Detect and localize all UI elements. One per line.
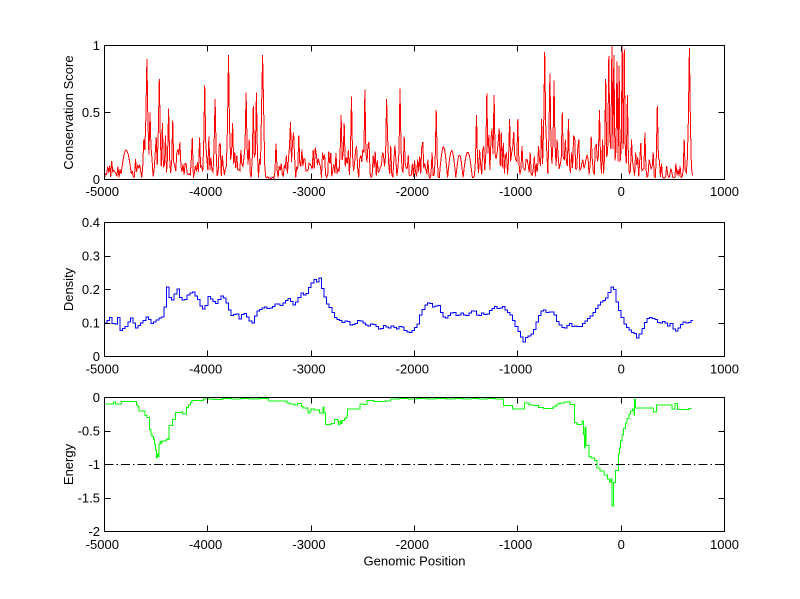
svg-text:-5000: -5000 [86,537,119,552]
svg-text:-1: -1 [88,457,100,472]
svg-text:-2: -2 [88,524,100,539]
svg-text:1000: 1000 [710,537,739,552]
svg-text:-4000: -4000 [189,537,222,552]
svg-text:-2000: -2000 [396,361,429,376]
svg-text:Density: Density [61,267,76,311]
svg-text:1000: 1000 [710,184,739,199]
svg-text:0: 0 [93,390,100,405]
svg-text:0: 0 [93,349,100,364]
svg-text:-1000: -1000 [499,537,532,552]
svg-text:0: 0 [618,184,625,199]
svg-text:-2000: -2000 [396,184,429,199]
svg-text:-5000: -5000 [86,184,119,199]
svg-text:-2000: -2000 [396,537,429,552]
svg-text:-1000: -1000 [499,361,532,376]
svg-text:Conservation Score: Conservation Score [61,55,76,169]
svg-text:1: 1 [93,38,100,53]
svg-text:0.1: 0.1 [82,316,100,331]
svg-text:0.3: 0.3 [82,249,100,264]
svg-text:0: 0 [618,537,625,552]
svg-text:-3000: -3000 [292,537,325,552]
svg-text:1000: 1000 [710,361,739,376]
svg-text:0: 0 [93,172,100,187]
svg-text:-3000: -3000 [292,184,325,199]
svg-text:0.4: 0.4 [82,215,100,230]
svg-text:Genomic Position: Genomic Position [364,554,466,569]
svg-text:0.5: 0.5 [82,105,100,120]
svg-text:-0.5: -0.5 [78,424,100,439]
svg-text:-4000: -4000 [189,361,222,376]
svg-text:-3000: -3000 [292,361,325,376]
svg-text:-1.5: -1.5 [78,491,100,506]
svg-text:Energy: Energy [61,443,76,485]
svg-text:-5000: -5000 [86,361,119,376]
svg-text:0.2: 0.2 [82,282,100,297]
svg-text:-4000: -4000 [189,184,222,199]
svg-text:0: 0 [618,361,625,376]
svg-text:-1000: -1000 [499,184,532,199]
